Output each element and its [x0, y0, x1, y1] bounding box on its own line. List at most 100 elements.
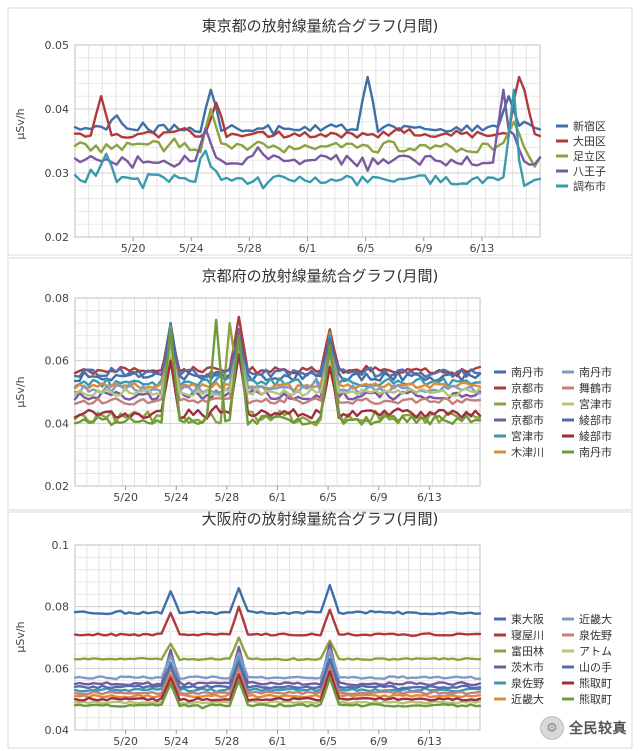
series-line-8 [73, 661, 482, 696]
series-line-12 [73, 318, 482, 427]
legend-label: 八王子 [573, 165, 606, 178]
legend-label: 足立区 [573, 149, 606, 163]
chart-frame [7, 511, 633, 749]
legend-label: 南丹市 [511, 365, 544, 379]
y-axis-label: μSv/h [14, 108, 27, 139]
y-tick-label: 0.02 [45, 480, 70, 493]
y-tick-label: 0.04 [45, 417, 70, 430]
y-tick-label: 0.1 [52, 539, 70, 552]
chart-title: 大阪府の放射線量統合グラフ(月間) [202, 510, 439, 528]
y-tick-label: 0.06 [45, 662, 70, 675]
series-line-8 [73, 346, 482, 406]
legend-label: 京都市 [511, 397, 544, 411]
series-line-2 [73, 605, 482, 637]
series-line-9 [73, 350, 482, 397]
series-line-10 [73, 331, 482, 379]
legend-label: 寝屋川 [511, 628, 544, 642]
legend-label: 泉佐野 [511, 676, 544, 690]
legend-label: 熊取町 [579, 692, 612, 706]
legend-label: 宮津市 [511, 429, 544, 443]
series-group [73, 75, 542, 190]
series-line-1 [73, 583, 482, 616]
series-line-4 [73, 88, 542, 173]
chart-3: 大阪府の放射線量統合グラフ(月間) 0.04 0.06 0.08 0.1 5/20 5/24… [7, 510, 633, 749]
series-line-5 [73, 88, 542, 190]
legend-label: 南丹市 [579, 445, 612, 459]
series-line-1 [73, 321, 482, 383]
y-tick-label: 0.03 [45, 167, 70, 180]
gridlines [74, 297, 481, 487]
x-tick-label: 6/9 [415, 242, 433, 255]
series-line-9 [73, 673, 482, 705]
x-tick-label: 5/28 [237, 242, 262, 255]
series-line-2 [73, 75, 542, 139]
legend-label: 近畿大 [511, 692, 544, 706]
watermark-logo-icon: ⚙ [540, 716, 564, 740]
x-tick-label: 6/1 [269, 491, 287, 504]
x-tick-label: 6/9 [370, 735, 388, 748]
y-axis-label: μSv/h [14, 376, 27, 407]
watermark-text: 全民较真 [569, 721, 627, 737]
x-tick-label: 6/5 [319, 735, 337, 748]
x-tick-label: 5/24 [164, 491, 189, 504]
y-tick-label: 0.04 [45, 724, 70, 737]
x-tick-label: 5/20 [121, 242, 146, 255]
x-tick-label: 6/5 [357, 242, 375, 255]
x-tick-label: 6/1 [299, 242, 317, 255]
legend-label: 木津川 [511, 446, 544, 459]
legend-label: 泉佐野 [579, 628, 612, 642]
x-tick-label: 5/24 [164, 735, 189, 748]
chart-title: 京都府の放射線量統合グラフ(月間) [202, 267, 439, 285]
legend-label: 山の手 [579, 660, 612, 674]
legend-label: 綾部市 [579, 413, 612, 427]
series-group [73, 583, 482, 710]
legend-label: 富田林 [511, 644, 544, 658]
legend-label: 大田区 [573, 134, 606, 148]
legend-label: 京都市 [511, 381, 544, 395]
legend-label: 調布市 [573, 179, 606, 193]
legend-label: 近畿大 [579, 612, 612, 626]
series-line-7 [73, 648, 482, 681]
x-tick-label: 5/28 [215, 491, 240, 504]
series-line-2 [73, 315, 482, 378]
x-tick-label: 6/13 [417, 491, 442, 504]
series-line-3 [73, 636, 482, 662]
legend-label: 熊取町 [579, 676, 612, 690]
series-line-4 [73, 642, 482, 687]
x-tick-label: 6/9 [370, 491, 388, 504]
y-tick-label: 0.04 [45, 103, 70, 116]
legend-label: 舞鶴市 [579, 381, 612, 395]
y-tick-label: 0.08 [45, 292, 70, 305]
legend-label: 東大阪 [511, 612, 544, 626]
series-group [73, 315, 482, 427]
legend-label: アトム [579, 645, 612, 658]
legend-label: 綾部市 [579, 429, 612, 443]
legend-label: 茨木市 [511, 660, 544, 674]
x-tick-label: 5/20 [113, 735, 138, 748]
x-tick-label: 6/5 [319, 491, 337, 504]
x-tick-label: 6/13 [417, 735, 442, 748]
y-tick-label: 0.05 [45, 39, 70, 52]
x-tick-label: 5/24 [179, 242, 204, 255]
y-tick-label: 0.06 [45, 355, 70, 368]
legend-label: 宮津市 [579, 397, 612, 411]
y-axis-label: μSv/h [14, 621, 27, 652]
chart-2: 京都府の放射線量統合グラフ(月間) 0.02 0.04 0.06 0.08 5/20 5/2… [7, 257, 633, 511]
legend-label: 京都市 [511, 413, 544, 427]
x-tick-label: 5/20 [113, 491, 138, 504]
legend-label: 新宿区 [573, 119, 606, 133]
x-tick-label: 6/1 [269, 735, 287, 748]
legend-label: 南丹市 [579, 365, 612, 379]
y-tick-label: 0.08 [45, 601, 70, 614]
series-line-12 [73, 676, 482, 710]
series-line-11 [73, 670, 482, 703]
y-tick-label: 0.02 [45, 231, 70, 244]
watermark: ⚙ 全民较真 [540, 710, 638, 746]
chart-1: 東京都の放射線量統合グラフ(月間) 0.02 0.03 0.04 0.05 5/20 5/2… [7, 7, 633, 256]
series-line-6 [73, 664, 482, 699]
series-line-10 [73, 657, 482, 691]
